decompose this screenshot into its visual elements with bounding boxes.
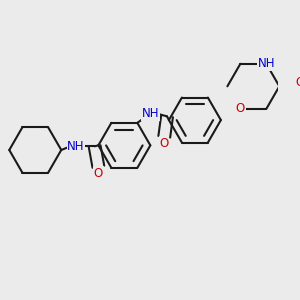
Text: O: O bbox=[295, 76, 300, 89]
Text: O: O bbox=[236, 102, 245, 115]
Text: O: O bbox=[94, 167, 103, 180]
Text: NH: NH bbox=[68, 140, 85, 153]
Text: NH: NH bbox=[258, 57, 275, 70]
Text: O: O bbox=[160, 137, 169, 150]
Text: NH: NH bbox=[142, 107, 159, 120]
